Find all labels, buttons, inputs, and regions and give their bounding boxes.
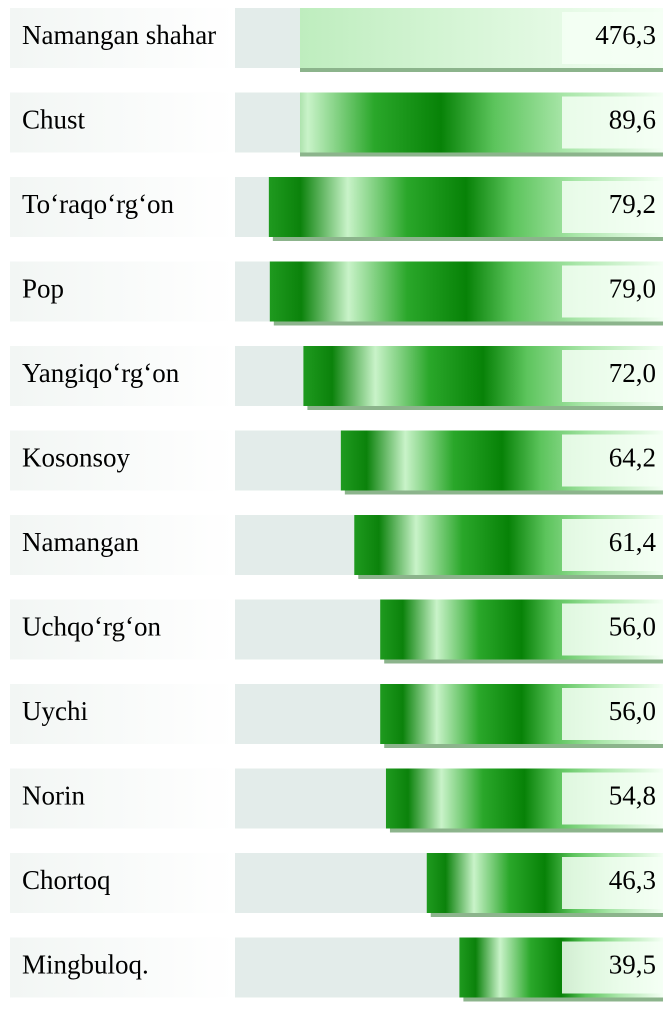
category-label: Uychi — [22, 696, 88, 726]
value-label: 56,0 — [609, 696, 656, 726]
category-label: Mingbuloq. — [22, 950, 149, 980]
label-background — [10, 430, 235, 491]
value-label: 64,2 — [609, 443, 656, 473]
label-background — [10, 684, 235, 744]
label-background — [10, 92, 235, 153]
value-label: 54,8 — [609, 781, 656, 811]
category-label: Yangiqo‘rg‘on — [22, 358, 180, 388]
label-background — [10, 261, 235, 322]
value-label: 46,3 — [609, 865, 656, 895]
value-background — [562, 519, 663, 571]
value-background — [562, 603, 663, 656]
value-background — [562, 12, 663, 64]
category-label: Pop — [22, 274, 64, 304]
value-label: 56,0 — [609, 612, 656, 642]
label-background — [10, 853, 235, 913]
label-background — [10, 599, 235, 660]
category-label: Norin — [22, 781, 85, 811]
label-background — [10, 937, 235, 998]
value-background — [562, 350, 663, 402]
value-background — [562, 857, 663, 909]
category-label: Namangan shahar — [22, 20, 216, 50]
category-label: Chortoq — [22, 865, 111, 895]
category-label: Kosonsoy — [22, 443, 131, 473]
value-background — [562, 181, 663, 233]
label-background — [10, 8, 235, 68]
value-label: 89,6 — [609, 105, 656, 135]
label-background — [10, 346, 235, 406]
category-label: Namangan — [22, 527, 139, 557]
category-label: Chust — [22, 105, 86, 135]
value-label: 61,4 — [609, 527, 657, 557]
value-label: 39,5 — [609, 950, 656, 980]
label-background — [10, 177, 235, 237]
value-background — [562, 96, 663, 149]
label-background — [10, 768, 235, 829]
value-background — [562, 265, 663, 318]
category-label: To‘raqo‘rg‘on — [22, 189, 175, 219]
value-label: 72,0 — [609, 358, 656, 388]
value-background — [562, 772, 663, 825]
category-label: Uchqo‘rg‘on — [22, 612, 161, 642]
value-background — [562, 688, 663, 740]
value-background — [562, 434, 663, 487]
value-label: 79,0 — [609, 274, 656, 304]
value-background — [562, 941, 663, 994]
label-background — [10, 515, 235, 575]
value-label: 79,2 — [609, 189, 656, 219]
value-label: 476,3 — [595, 20, 656, 50]
